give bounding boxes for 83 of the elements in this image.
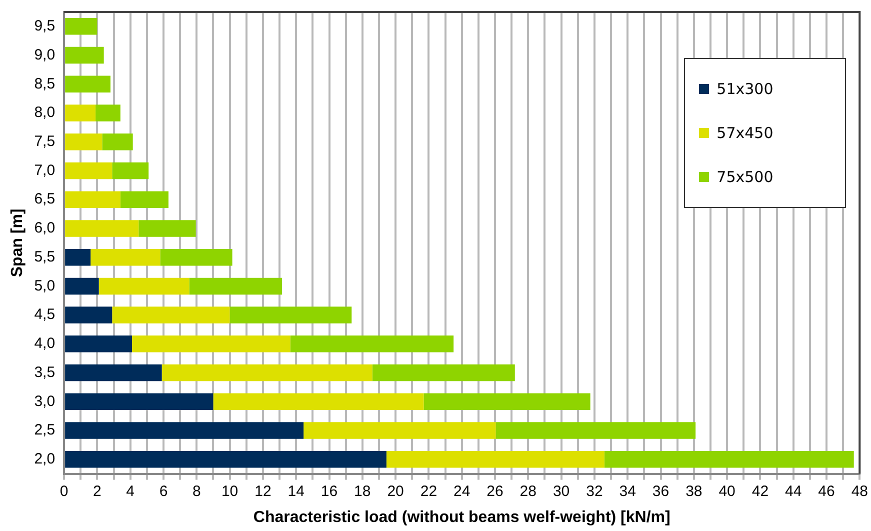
x-tick-label: 0	[60, 482, 68, 500]
bar	[98, 278, 190, 295]
bar	[112, 306, 230, 324]
y-axis-title: Span [m]	[9, 208, 26, 278]
bar	[496, 422, 696, 439]
bar	[65, 46, 104, 64]
x-tick-label: 40	[718, 482, 736, 500]
bar	[162, 364, 372, 382]
bar	[138, 220, 196, 237]
bar	[424, 393, 590, 410]
bar	[65, 76, 110, 93]
x-tick-label: 8	[192, 482, 201, 500]
bar	[160, 248, 232, 266]
x-tick-label: 6	[159, 482, 168, 500]
bar	[213, 393, 424, 410]
bar	[120, 191, 168, 208]
x-tick-label: 14	[288, 482, 304, 500]
y-tick-label: 3,0	[34, 392, 56, 410]
y-tick-label: 7,0	[34, 162, 56, 179]
x-tick-label: 18	[354, 482, 371, 500]
x-tick-label: 46	[818, 482, 835, 500]
x-tick-label: 16	[320, 482, 338, 500]
legend-label: 51x300	[716, 80, 774, 98]
x-tick-label: 32	[586, 482, 603, 500]
x-tick-label: 12	[254, 482, 272, 500]
y-tick-label: 6,5	[34, 190, 56, 208]
x-tick-label: 48	[851, 482, 868, 500]
bar	[604, 451, 854, 468]
bar	[304, 422, 496, 439]
bar	[65, 393, 214, 410]
legend-label: 75x500	[716, 168, 774, 186]
bar	[290, 336, 454, 352]
legend-label: 57x450	[716, 124, 774, 142]
bar	[189, 278, 282, 295]
y-tick-label: 2,0	[34, 450, 56, 468]
bar	[372, 364, 515, 382]
x-tick-label: 26	[486, 482, 504, 500]
x-tick-label: 22	[420, 482, 438, 500]
y-tick-label: 8,0	[34, 104, 56, 122]
bar	[386, 451, 604, 468]
bar	[65, 364, 162, 382]
bar	[96, 104, 120, 122]
bar	[65, 451, 386, 468]
bar	[230, 306, 352, 324]
bar	[65, 134, 102, 150]
x-tick-label: 20	[387, 482, 404, 500]
y-tick-label: 9,0	[34, 46, 56, 64]
x-tick-label: 34	[619, 482, 636, 500]
bar	[65, 162, 112, 180]
bar	[65, 220, 139, 237]
y-tick-label: 8,5	[34, 75, 56, 92]
bar	[65, 104, 96, 122]
x-tick-label: 10	[221, 482, 238, 500]
x-tick-label: 38	[686, 482, 702, 500]
x-tick-label: 4	[126, 482, 135, 500]
y-tick-label: 5,5	[34, 248, 56, 266]
x-tick-label: 42	[752, 482, 769, 500]
y-tick-label: 2,5	[34, 422, 56, 439]
bar	[65, 336, 132, 352]
y-tick-label: 9,5	[34, 18, 56, 35]
y-tick-label: 5,0	[34, 277, 56, 294]
x-tick-label: 28	[520, 482, 536, 500]
bar	[112, 162, 149, 180]
x-tick-label: 30	[552, 482, 570, 500]
x-tick-label: 24	[454, 482, 470, 500]
y-tick-label: 3,5	[34, 364, 56, 381]
bar	[90, 248, 160, 266]
y-tick-label: 6,0	[34, 220, 56, 237]
bar	[65, 278, 99, 295]
bar	[102, 134, 133, 150]
bar	[65, 422, 304, 439]
x-tick-label: 36	[652, 482, 670, 500]
bar	[65, 248, 91, 266]
bar	[132, 336, 290, 352]
bar	[65, 191, 120, 208]
y-tick-label: 7,5	[34, 133, 56, 150]
x-axis-title: Characteristic load (without beams welf-weight) [kN/m]	[253, 508, 670, 526]
bar	[65, 18, 98, 35]
y-tick-label: 4,5	[34, 306, 56, 324]
x-tick-label: 44	[785, 482, 802, 500]
bar	[65, 306, 112, 324]
x-tick-label: 2	[93, 482, 102, 500]
y-tick-label: 4,0	[34, 335, 56, 352]
